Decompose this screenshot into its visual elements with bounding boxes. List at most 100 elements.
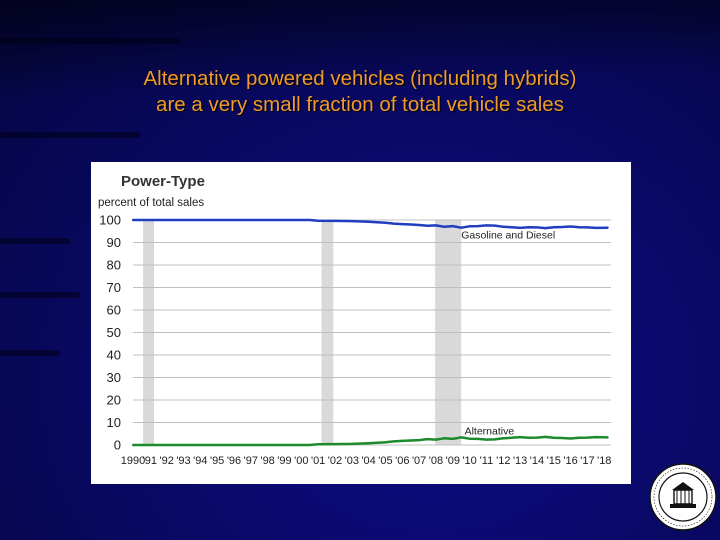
alternative-series-point [527,436,530,439]
gasoline-diesel-series-point [510,226,513,229]
y-tick-label: 20 [107,393,121,408]
x-tick-label: '14 [530,455,544,467]
alternative-series-point [426,438,429,441]
gasoline-diesel-series-point [451,224,454,228]
x-tick-label: '15 [547,455,561,467]
gasoline-diesel-series-point [586,226,589,229]
gasoline-diesel-series-point [401,222,404,226]
background-streak [0,292,80,298]
gasoline-diesel-series-point [317,219,320,222]
x-tick-label: '18 [597,455,611,467]
slide-title: Alternative powered vehicles (including … [0,66,720,118]
alternative-series-point [468,437,471,440]
y-tick-label: 30 [107,370,121,385]
alternative-series-point [443,437,446,440]
alternative-series-point [493,438,496,441]
chart-panel: 0 10 20 30 40 50 60 70 80 90 100 1990'91'92'93'94'9… [91,162,631,484]
alternative-series-point [409,439,412,442]
alternative-series-point [460,436,463,439]
gasoline-diesel-series-point [527,226,530,229]
alternative-series-point [594,436,597,439]
y-tick-label: 40 [107,348,121,363]
gasoline-diesel-series-point [409,223,412,226]
x-tick-label: '16 [563,455,577,467]
gasoline-diesel-series-point [561,225,564,229]
x-tick-label: '03 [345,455,359,467]
alternative-series-point [535,436,539,439]
alternative-series-point [519,436,522,439]
gasoline-diesel-series-point [367,220,370,223]
x-tick-label: '04 [361,455,375,467]
x-tick-label: 1990 [121,455,145,467]
gasoline-diesel-series-point [493,224,496,227]
y-tick-label: 10 [107,415,121,430]
x-tick-label: '96 [227,455,241,467]
gasoline-diesel-series-point [392,222,395,225]
gasoline-diesel-series-point [552,226,555,229]
x-tick-label: '11 [480,455,494,467]
y-tick-label: 90 [107,235,121,250]
gasoline-diesel-series-point [131,218,135,222]
gasoline-diesel-series-point [333,219,337,222]
background-streak [0,350,60,356]
gasoline-diesel-series-point [308,218,311,222]
y-axis-label: percent of total sales [98,197,204,209]
alternative-series-point [577,436,581,439]
alternative-series-point [502,437,505,440]
gasoline-diesel-series-point [434,224,438,227]
seal-icon [649,463,717,531]
alternative-series-point [131,443,135,447]
y-tick-label: 70 [107,280,121,295]
gasoline-diesel-series-point [375,221,379,224]
slide-title-line-1: Alternative powered vehicles (including … [143,67,577,90]
alternative-series-point [434,438,438,441]
chart-title: Power-Type [121,173,205,190]
x-tick-label: '17 [580,455,594,467]
x-tick-label: '09 [446,455,460,467]
x-tick-label: '07 [412,455,426,467]
alternative-series-point [544,435,547,438]
x-tick-label: '95 [210,455,224,467]
slide-title-line-2: are a very small fraction of total vehic… [156,93,564,116]
x-tick-label: '13 [513,455,527,467]
alternative-series-point [392,440,395,443]
background-streak [0,132,140,138]
background-streak [0,38,180,44]
x-tick-label: '00 [294,455,308,467]
gasoline-diesel-series-point [460,226,463,229]
gasoline-diesel-series-point [502,225,505,228]
x-tick-label: '02 [328,455,342,467]
gasoline-diesel-series-point [476,224,480,228]
gasoline-diesel-series-point [443,225,446,228]
alternative-series-point [375,441,379,444]
y-tick-label: 0 [114,438,121,453]
alternative-series-point [586,436,589,439]
gasoline-diesel-series-point [350,220,353,223]
gasoline-diesel-series-point [519,226,522,229]
alternative-series-point [569,437,572,440]
alternative-series-point [476,437,480,441]
alternative-series-point [552,436,555,439]
gasoline-diesel-series-point [577,226,581,229]
alternative-series-point [350,442,353,445]
x-tick-label: '99 [277,455,291,467]
x-tick-label: '01 [311,455,325,467]
alternative-series-point [561,436,564,440]
alternative-series-point [401,439,404,443]
gasoline-diesel-series-point [606,226,609,229]
x-tick-label: '97 [244,455,258,467]
x-tick-label: '93 [176,455,190,467]
x-tick-label: '05 [378,455,392,467]
alternative-series-label: Alternative [465,425,515,437]
gasoline-diesel-series-point [485,224,488,227]
x-tick-label: '06 [395,455,409,467]
gasoline-diesel-series-point [544,227,547,230]
x-tick-label: '12 [496,455,510,467]
gasoline-diesel-series-label: Gasoline and Diesel [461,230,555,242]
y-tick-label: 100 [99,213,121,228]
alternative-series-point [308,443,311,447]
alternative-series-point [333,443,337,446]
alternative-series-point [451,437,454,441]
alternative-series-point [418,438,421,442]
y-tick-label: 50 [107,325,121,340]
